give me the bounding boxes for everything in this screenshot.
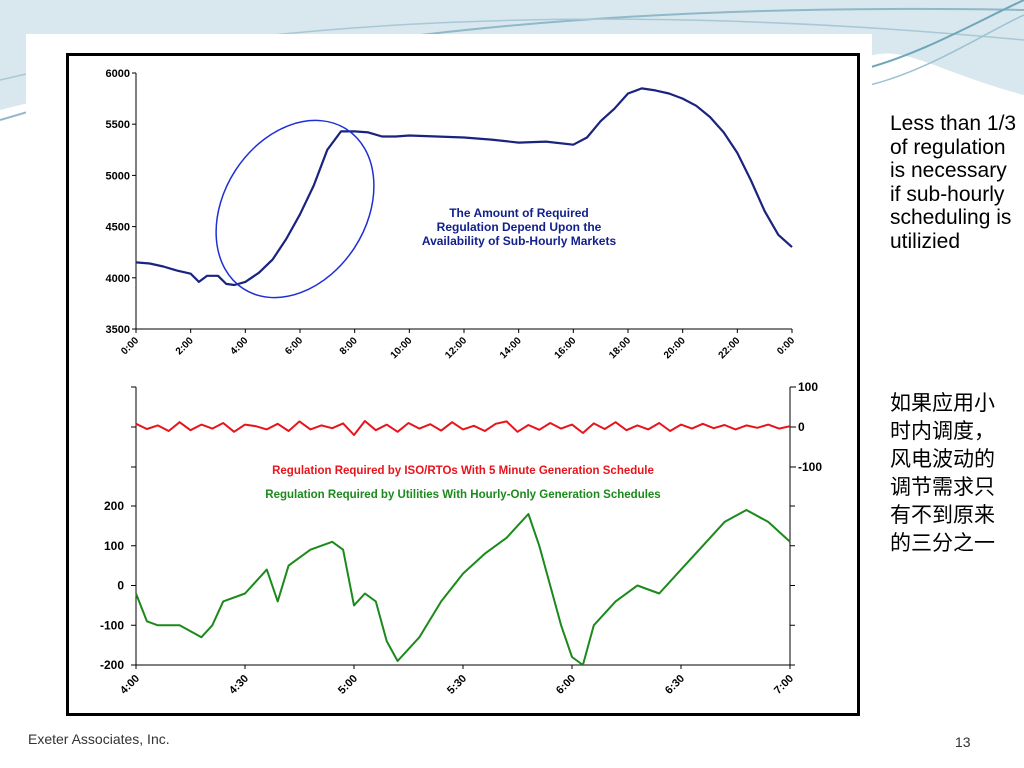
required-regulation-line: [135, 87, 793, 287]
x-tick-label: 5:30: [445, 673, 469, 697]
side-note-chinese: 如果应用小时内调度，风电波动的调节需求只有不到原来的三分之一: [890, 391, 995, 555]
right-y-tick-label: -100: [798, 460, 822, 474]
chart-frame: [66, 53, 860, 716]
right-y-tick-label: 100: [798, 380, 818, 394]
x-tick-label: 6:00: [283, 335, 305, 357]
x-tick-label: 14:00: [498, 335, 524, 361]
left-y-tick-label: 0: [117, 579, 124, 593]
x-tick-label: 10:00: [389, 335, 415, 361]
x-tick-label: 6:00: [554, 673, 578, 697]
x-tick-label: 8:00: [338, 335, 360, 357]
wave-stroke: [859, 0, 1024, 71]
x-tick-label: 18:00: [607, 335, 633, 361]
x-tick-label: 7:00: [772, 673, 796, 697]
x-tick-label: 4:00: [118, 673, 142, 697]
x-tick-label: 22:00: [717, 335, 743, 361]
y-tick-label: 6000: [106, 68, 130, 80]
left-y-tick-label: 100: [104, 539, 124, 553]
y-tick-label: 4500: [106, 222, 130, 234]
x-tick-label: 20:00: [662, 335, 688, 361]
side-note-english: Less than 1/3 of regulation is necessary…: [890, 112, 1017, 253]
left-y-tick-label: 200: [104, 499, 124, 513]
left-y-tick-label: -200: [100, 658, 124, 672]
x-tick-label: 2:00: [174, 335, 196, 357]
x-tick-label: 12:00: [443, 335, 469, 361]
x-tick-label: 5:00: [336, 673, 360, 697]
highlight-ellipse: [215, 119, 375, 299]
x-tick-label: 4:00: [229, 335, 251, 357]
x-tick-label: 0:00: [775, 335, 797, 357]
legend-label-red: Regulation Required by ISO/RTOs With 5 M…: [272, 465, 654, 477]
left-y-tick-label: -100: [100, 618, 124, 632]
chart-annotation-line: Availability of Sub-Hourly Markets: [422, 234, 617, 248]
iso-rto-5min-line: [135, 420, 791, 436]
page-number: 13: [955, 734, 971, 750]
right-y-tick-label: 0: [798, 420, 805, 434]
x-tick-label: 6:30: [663, 673, 687, 697]
y-tick-label: 3500: [106, 324, 130, 336]
x-tick-label: 4:30: [227, 673, 251, 697]
utilities-hourly-line: [135, 509, 791, 666]
chart-annotation-line: Regulation Depend Upon the: [437, 220, 602, 234]
wave-band: [0, 0, 1024, 110]
y-tick-label: 4000: [106, 273, 130, 285]
y-tick-label: 5500: [106, 119, 130, 131]
x-tick-label: 16:00: [553, 335, 579, 361]
chart-annotation-line: The Amount of Required: [449, 206, 589, 220]
footer-company: Exeter Associates, Inc.: [28, 731, 170, 747]
y-tick-label: 5000: [106, 170, 130, 182]
x-tick-label: 0:00: [119, 335, 141, 357]
legend-label-green: Regulation Required by Utilities With Ho…: [265, 489, 660, 501]
wave-stroke: [869, 14, 1024, 86]
